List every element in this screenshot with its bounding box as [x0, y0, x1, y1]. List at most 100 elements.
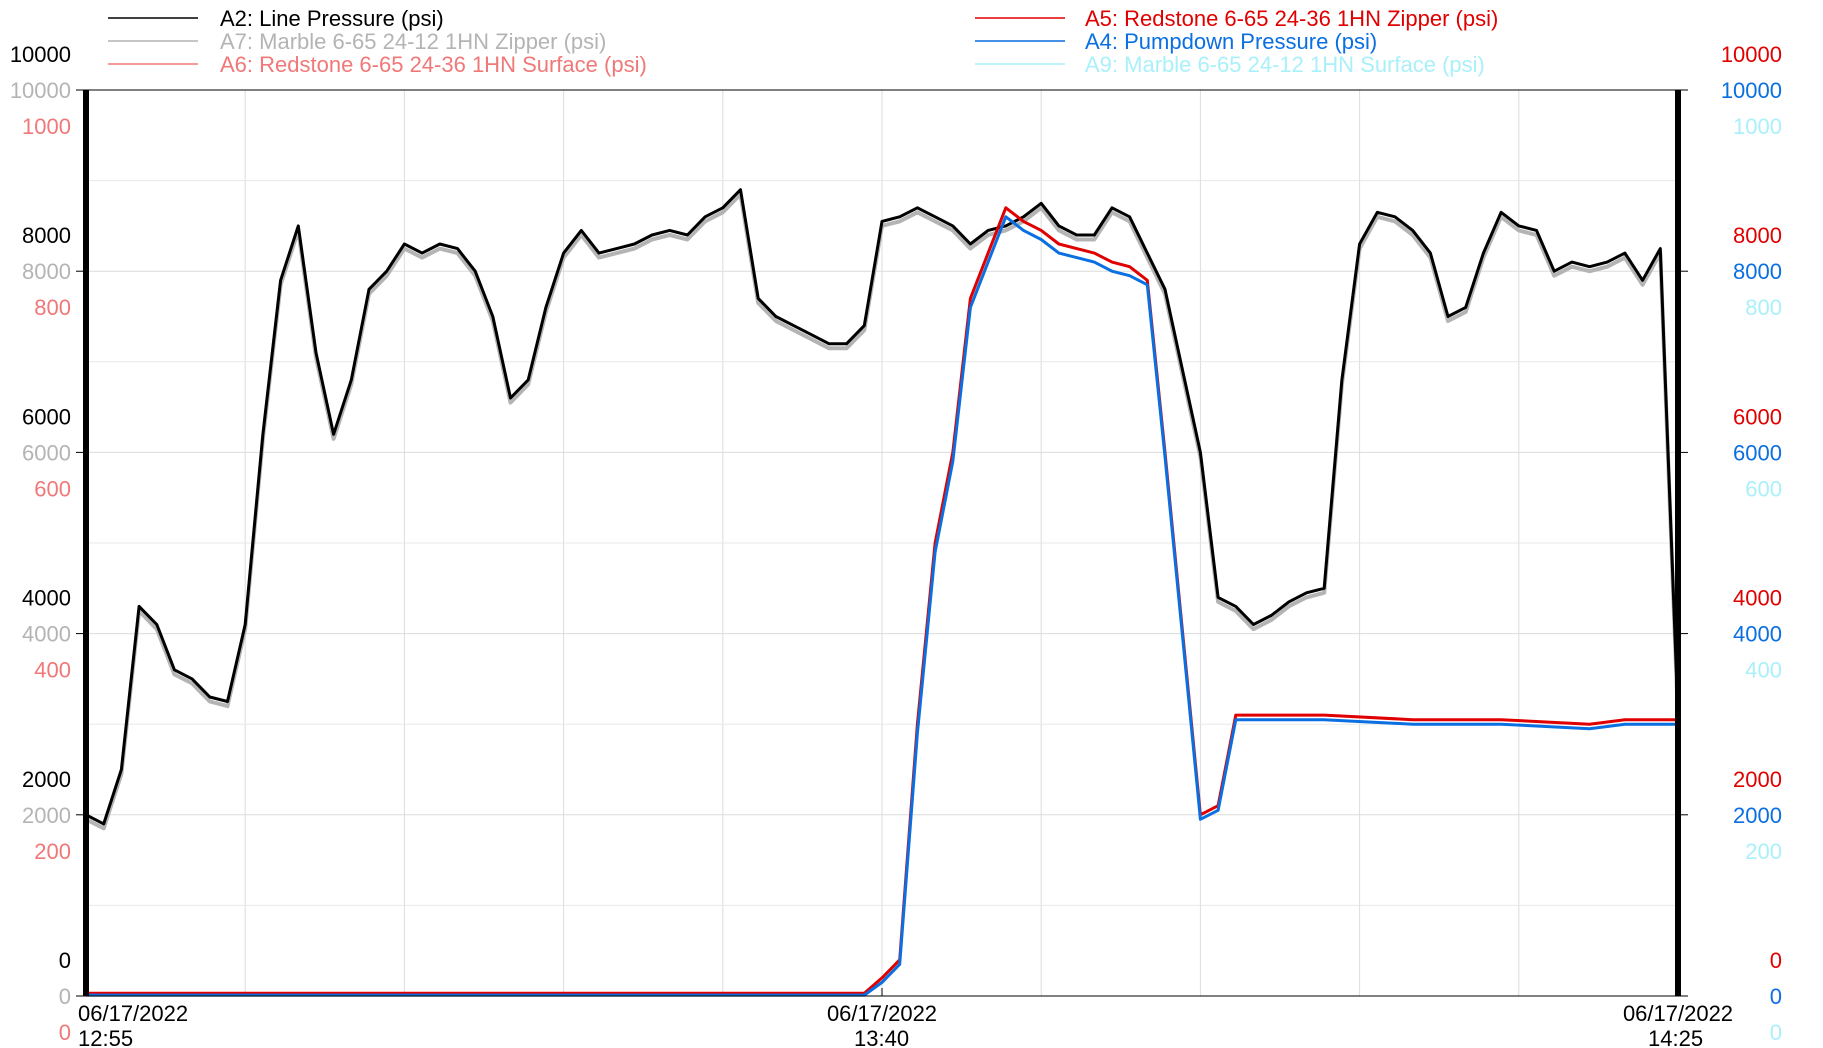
y-tick-label-left: 2000: [22, 767, 71, 792]
y-tick-label-right: 2000: [1733, 767, 1782, 792]
series-point-4: [899, 964, 900, 965]
series-point-4: [174, 995, 175, 996]
series-point-3: [970, 298, 971, 299]
series-point-0: [581, 230, 582, 231]
series-point-4: [1147, 284, 1148, 285]
series-point-0: [333, 434, 334, 435]
series-point-1: [581, 235, 582, 236]
series-point-0: [1058, 225, 1059, 226]
y-tick-label-left: 600: [34, 476, 71, 501]
legend-label: A9: Marble 6-65 24-12 1HN Surface (psi): [1085, 52, 1485, 77]
series-point-0: [616, 248, 617, 249]
series-point-1: [1377, 216, 1378, 217]
legend-label: A2: Line Pressure (psi): [220, 6, 444, 31]
series-point-1: [988, 235, 989, 236]
series-point-1: [1271, 620, 1272, 621]
series-point-4: [846, 995, 847, 996]
series-point-0: [1589, 266, 1590, 267]
series-point-1: [1324, 592, 1325, 593]
series-point-1: [970, 248, 971, 249]
series-point-0: [1642, 280, 1643, 281]
y-tick-label-right: 8000: [1733, 259, 1782, 284]
series-point-4: [1271, 719, 1272, 720]
series-point-0: [563, 253, 564, 254]
series-point-0: [351, 379, 352, 380]
series-point-3: [1112, 262, 1113, 263]
series-point-0: [705, 216, 706, 217]
series-point-4: [1076, 257, 1077, 258]
series-point-1: [917, 212, 918, 213]
series-point-1: [1288, 606, 1289, 607]
series-point-1: [1041, 207, 1042, 208]
series-point-4: [1058, 253, 1059, 254]
y-tick-label-left: 8000: [22, 223, 71, 248]
series-point-0: [793, 325, 794, 326]
series-point-0: [545, 307, 546, 308]
series-point-4: [952, 461, 953, 462]
series-point-0: [1430, 253, 1431, 254]
y-tick-label-left: 2000: [22, 803, 71, 828]
series-point-0: [1041, 203, 1042, 204]
series-point-1: [1005, 230, 1006, 231]
series-point-0: [1235, 606, 1236, 607]
series-point-1: [793, 330, 794, 331]
series-point-0: [1624, 253, 1625, 254]
y-tick-label-right: 0: [1770, 984, 1782, 1009]
series-point-4: [864, 995, 865, 996]
series-point-1: [192, 683, 193, 684]
series-point-4: [1005, 216, 1006, 217]
y-tick-label-right: 8000: [1733, 223, 1782, 248]
y-tick-label-left: 8000: [22, 259, 71, 284]
series-point-0: [103, 823, 104, 824]
series-point-1: [652, 239, 653, 240]
series-point-1: [439, 248, 440, 249]
series-point-0: [1023, 216, 1024, 217]
legend: A2: Line Pressure (psi)A7: Marble 6-65 2…: [108, 6, 1498, 77]
series-point-1: [457, 253, 458, 254]
series-point-0: [439, 244, 440, 245]
series-point-1: [510, 402, 511, 403]
series-point-3: [1094, 253, 1095, 254]
series-point-3: [1324, 715, 1325, 716]
y-tick-label-left: 10000: [10, 78, 71, 103]
series-point-0: [1412, 230, 1413, 231]
series-point-1: [1058, 230, 1059, 231]
series-point-0: [174, 669, 175, 670]
x-tick-label-date: 06/17/2022: [1623, 1001, 1733, 1026]
series-point-0: [988, 230, 989, 231]
series-point-4: [351, 995, 352, 996]
series-point-1: [1235, 611, 1236, 612]
y-tick-label-left: 200: [34, 839, 71, 864]
series-point-0: [1554, 271, 1555, 272]
series-point-4: [1501, 724, 1502, 725]
series-point-1: [1554, 275, 1555, 276]
series-point-3: [988, 253, 989, 254]
series-point-0: [404, 244, 405, 245]
series-point-1: [1642, 284, 1643, 285]
series-point-1: [1147, 257, 1148, 258]
series-point-3: [1501, 719, 1502, 720]
series-point-4: [1324, 719, 1325, 720]
x-tick-label-time: 14:25: [1648, 1026, 1703, 1048]
series-point-1: [386, 275, 387, 276]
series-point-1: [1412, 235, 1413, 236]
series-point-0: [457, 248, 458, 249]
legend-label: A5: Redstone 6-65 24-36 1HN Zipper (psi): [1085, 6, 1498, 31]
series-point-1: [1112, 212, 1113, 213]
series-point-0: [492, 316, 493, 317]
series-point-3: [1271, 715, 1272, 716]
series-point-3: [1005, 207, 1006, 208]
y-tick-label-right: 600: [1745, 476, 1782, 501]
series-point-1: [935, 221, 936, 222]
series-point-1: [705, 221, 706, 222]
series-point-1: [209, 701, 210, 702]
series-point-3: [1412, 719, 1413, 720]
series-point-0: [209, 697, 210, 698]
series-point-1: [1518, 230, 1519, 231]
series-point-0: [687, 235, 688, 236]
series-point-1: [1253, 629, 1254, 630]
series-point-0: [1571, 262, 1572, 263]
series-point-4: [970, 307, 971, 308]
series-point-0: [192, 678, 193, 679]
